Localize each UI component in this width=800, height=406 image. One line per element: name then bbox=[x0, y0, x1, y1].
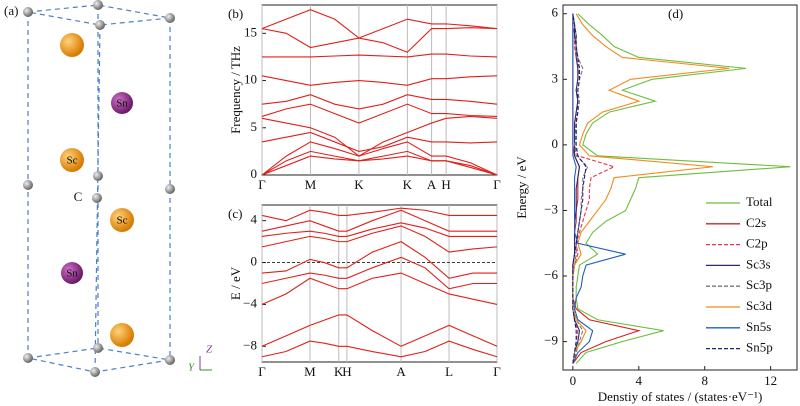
sc-atom bbox=[60, 148, 84, 172]
x-tick-label: Γ bbox=[493, 364, 501, 379]
y-tick-label: −3 bbox=[544, 201, 558, 216]
x-tick-label: K bbox=[403, 177, 413, 192]
panel-label: (d) bbox=[668, 6, 683, 21]
y-axis-label: E / eV bbox=[228, 266, 243, 300]
structure-panel: (a) Sn Sc C Sc Sn Z Y bbox=[4, 0, 213, 377]
y-tick-label: 4 bbox=[251, 212, 258, 227]
x-tick-label: H bbox=[441, 177, 450, 192]
atom-label: Sn bbox=[116, 98, 128, 110]
axis-label: Z bbox=[206, 344, 213, 356]
y-axis-label: Frequency / THz bbox=[228, 46, 243, 134]
dos-curve bbox=[575, 13, 791, 364]
x-tick-label: 8 bbox=[701, 373, 708, 388]
band bbox=[261, 222, 497, 237]
x-tick-label: L bbox=[445, 364, 453, 379]
band bbox=[261, 131, 498, 152]
legend-label: Sc3d bbox=[746, 298, 773, 313]
legend-label: Sc3p bbox=[746, 277, 772, 292]
y-tick-label: 3 bbox=[552, 70, 559, 85]
axis-label: Y bbox=[188, 362, 196, 374]
x-tick-label: M bbox=[304, 364, 316, 379]
panel-label: (c) bbox=[228, 206, 242, 221]
band bbox=[261, 256, 497, 290]
legend-label: Total bbox=[746, 194, 773, 209]
x-tick-label: M bbox=[305, 177, 317, 192]
plot-frame bbox=[562, 4, 798, 371]
legend-label: C2s bbox=[746, 215, 766, 230]
band bbox=[261, 340, 498, 358]
band bbox=[262, 53, 498, 58]
y-tick-label: 10 bbox=[244, 72, 257, 87]
dos-curve bbox=[572, 13, 589, 364]
band bbox=[261, 241, 497, 279]
x-tick-label: 12 bbox=[764, 373, 777, 388]
sc-atom bbox=[110, 323, 134, 347]
band bbox=[261, 314, 498, 347]
sc-atom bbox=[110, 208, 134, 232]
x-tick-label: Γ bbox=[258, 364, 266, 379]
x-tick-label: A bbox=[427, 177, 437, 192]
y-tick-label: −8 bbox=[243, 337, 257, 352]
band bbox=[261, 225, 498, 253]
dos-curve bbox=[572, 13, 587, 364]
band bbox=[261, 27, 498, 53]
dos-curve bbox=[572, 13, 730, 364]
atom-label: Sc bbox=[67, 155, 78, 167]
y-axis-label: Energy / eV bbox=[514, 156, 529, 219]
band bbox=[261, 94, 498, 110]
cell-bottom bbox=[27, 347, 171, 373]
y-tick-label: −6 bbox=[544, 267, 558, 282]
x-tick-label: 4 bbox=[636, 373, 643, 388]
x-tick-label: K bbox=[354, 177, 364, 192]
x-axis-label: Denstiy of states / (states·eV⁻¹) bbox=[598, 389, 763, 404]
y-tick-label: 0 bbox=[552, 136, 559, 151]
x-tick-label: H bbox=[342, 364, 351, 379]
legend-label: Sn5s bbox=[746, 319, 771, 334]
sn-atom bbox=[61, 262, 83, 284]
y-tick-label: 0 bbox=[251, 254, 258, 269]
sn-atom bbox=[111, 92, 133, 114]
band bbox=[261, 150, 498, 176]
y-tick-label: −9 bbox=[544, 333, 558, 348]
band bbox=[261, 272, 498, 305]
atom-label: Sc bbox=[117, 215, 128, 227]
band bbox=[261, 207, 497, 222]
legend-label: Sc3s bbox=[746, 256, 771, 271]
band bbox=[261, 155, 498, 176]
sc-atom bbox=[60, 33, 84, 57]
y-tick-label: 0 bbox=[251, 166, 258, 181]
band bbox=[261, 75, 498, 86]
y-tick-label: −4 bbox=[243, 295, 257, 310]
atom-label: Sn bbox=[66, 268, 78, 280]
legend-label: C2p bbox=[746, 236, 768, 251]
legend-label: Sn5p bbox=[746, 340, 773, 355]
x-tick-label: K bbox=[334, 364, 344, 379]
x-tick-label: Γ bbox=[258, 177, 266, 192]
plot-frame bbox=[261, 204, 498, 363]
band bbox=[261, 141, 498, 176]
panel-label: (a) bbox=[4, 3, 18, 18]
band bbox=[261, 209, 497, 232]
y-tick-label: 5 bbox=[251, 119, 258, 134]
atom-label: C bbox=[74, 189, 83, 204]
x-tick-label: Γ bbox=[493, 177, 501, 192]
x-tick-label: A bbox=[396, 364, 406, 379]
y-tick-label: 6 bbox=[552, 5, 559, 20]
x-tick-label: 0 bbox=[570, 373, 577, 388]
carbon-atoms bbox=[23, 0, 175, 377]
panel-label: (b) bbox=[228, 6, 243, 21]
band bbox=[261, 103, 498, 124]
band bbox=[261, 9, 498, 39]
cell-top bbox=[27, 4, 171, 26]
band bbox=[261, 115, 498, 157]
dos-curve bbox=[572, 13, 626, 364]
y-tick-label: 15 bbox=[244, 24, 257, 39]
